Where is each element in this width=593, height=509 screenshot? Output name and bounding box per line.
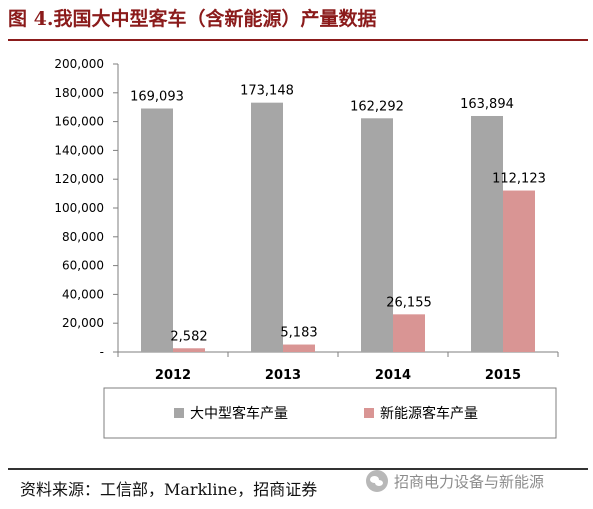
footer-rule [8,468,588,470]
y-tick-label: 60,000 [62,259,104,273]
figure-title: 图 4.我国大中型客车（含新能源）产量数据 [8,8,377,30]
y-tick-label: - [100,345,104,359]
y-tick-label: 120,000 [54,172,104,186]
watermark-text: 招商电力设备与新能源 [394,472,545,491]
y-tick-label: 80,000 [62,230,104,244]
y-tick-label: 20,000 [62,316,104,330]
legend-swatch [174,408,184,418]
source-note: 资料来源：工信部，Markline，招商证券 [20,480,318,499]
y-tick-label: 140,000 [54,143,104,157]
bar-ev-2012 [173,348,205,352]
watermark: 招商电力设备与新能源 [366,468,544,494]
legend-label: 新能源客车产量 [380,405,478,422]
bar-total-2013 [251,102,283,352]
bar-total-2015 [471,115,503,352]
y-tick-label: 100,000 [54,201,104,215]
x-tick-label: 2015 [485,368,521,383]
data-label: 162,292 [350,99,404,114]
data-label: 2,582 [170,329,207,344]
bar-ev-2013 [283,344,315,352]
data-label: 5,183 [280,326,317,341]
data-label: 26,155 [386,295,432,310]
title-rule [8,39,588,41]
x-tick-label: 2012 [155,368,191,383]
y-tick-label: 160,000 [54,115,104,129]
y-tick-label: 180,000 [54,86,104,100]
bar-total-2014 [361,118,393,352]
data-label: 173,148 [240,84,294,99]
data-label: 112,123 [492,172,546,187]
x-tick-label: 2013 [265,368,301,383]
legend-label: 大中型客车产量 [190,405,288,422]
legend-swatch [364,408,374,418]
legend-box [103,387,557,439]
y-tick-label: 40,000 [62,287,104,301]
bar-ev-2014 [393,314,425,352]
data-label: 163,894 [460,97,514,112]
bar-ev-2015 [503,190,535,352]
bar-chart: - 20,000 40,000 60,000 80,000 100,000 120,000 1… [54,57,559,439]
bar-total-2012 [141,108,173,353]
x-tick-label: 2014 [375,368,411,383]
data-label: 169,093 [130,90,184,105]
y-tick-label: 200,000 [54,57,104,71]
wechat-icon [366,470,388,492]
